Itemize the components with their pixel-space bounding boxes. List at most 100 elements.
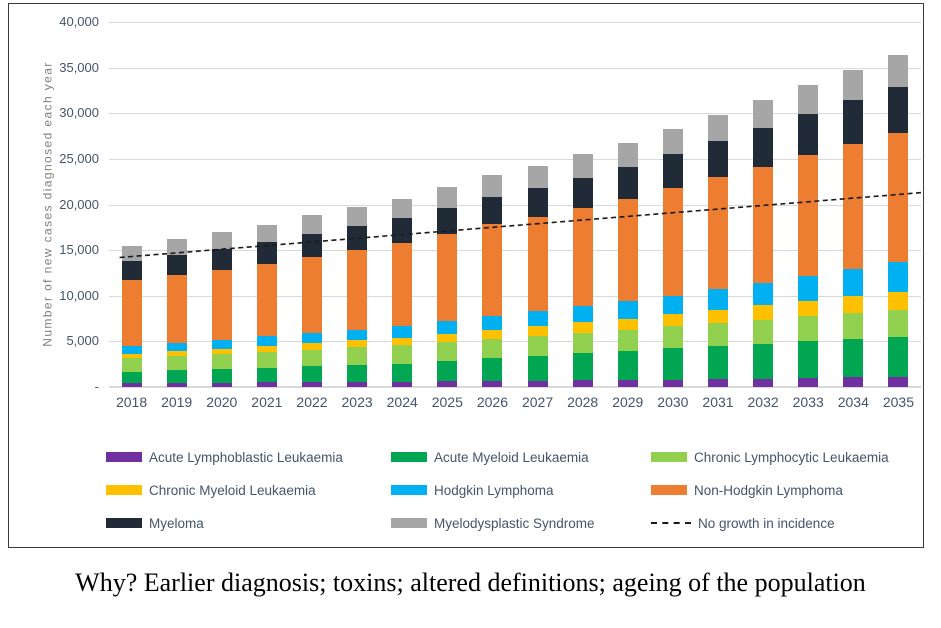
bar-segment <box>798 275 819 301</box>
legend-item: Chronic Myeloid Leukaemia <box>106 481 316 499</box>
x-tick-label: 2025 <box>431 394 463 410</box>
bar-segment <box>753 319 774 344</box>
bar-segment <box>527 311 548 327</box>
bar-segment <box>708 345 728 380</box>
legend-item: Myeloma <box>106 514 204 532</box>
bar-segment <box>121 280 142 346</box>
legend-color-swatch <box>651 485 687 495</box>
bar-segment <box>437 321 458 335</box>
bar-segment <box>347 381 368 387</box>
bar-segment <box>166 355 187 371</box>
bar-segment <box>482 175 503 197</box>
bar-segment <box>392 363 413 382</box>
gridline <box>109 158 921 160</box>
bar-segment <box>121 358 142 372</box>
gridline <box>109 341 921 343</box>
bar-segment <box>572 332 593 354</box>
bar-segment <box>347 347 368 365</box>
bar-segment <box>302 343 322 350</box>
bar-segment <box>121 371 142 384</box>
bar-segment <box>708 379 728 387</box>
bar-segment <box>211 339 232 349</box>
bar-segment <box>256 242 277 265</box>
bar-segment <box>753 305 774 320</box>
bar-segment <box>211 369 232 383</box>
bar-segment <box>888 262 909 292</box>
bar-segment <box>753 127 774 167</box>
bar-segment <box>121 261 142 281</box>
bar-segment <box>392 218 413 243</box>
gridline <box>109 113 921 115</box>
bar-segment <box>798 377 819 387</box>
bar-segment <box>437 361 458 382</box>
bar-segment <box>617 167 638 200</box>
bar-segment <box>347 207 368 227</box>
x-tick-label: 2033 <box>792 394 824 410</box>
bar-segment <box>572 306 593 323</box>
bar-segment <box>708 309 728 324</box>
x-tick-label: 2024 <box>386 394 418 410</box>
bar-segment <box>347 340 368 348</box>
legend-color-swatch <box>106 485 142 495</box>
bar-segment <box>347 329 368 341</box>
x-tick-label: 2019 <box>161 394 193 410</box>
legend-color-swatch <box>391 485 427 495</box>
bar-segment <box>211 269 232 340</box>
legend-color-swatch <box>391 518 427 528</box>
bar-segment <box>347 250 368 330</box>
bar-segment <box>888 133 909 262</box>
bar-segment <box>572 380 593 387</box>
legend-item: Acute Myeloid Leukaemia <box>391 448 589 466</box>
x-tick-label: 2027 <box>521 394 554 410</box>
legend-item: Acute Lymphoblastic Leukaemia <box>106 448 343 466</box>
bar-segment <box>843 100 864 145</box>
bar-segment <box>482 224 503 316</box>
bar-segment <box>166 350 187 356</box>
y-tick-label: 10,000 <box>59 287 99 303</box>
y-tick-label: 15,000 <box>59 242 99 258</box>
y-tick-label: 30,000 <box>59 105 99 121</box>
bar-segment <box>166 275 187 343</box>
bar-segment <box>662 348 683 380</box>
bar-segment <box>527 326 548 336</box>
bar-segment <box>888 86 909 134</box>
legend-item: No growth in incidence <box>651 514 835 532</box>
bar-segment <box>211 348 232 355</box>
gridline <box>109 295 921 297</box>
bar-segment <box>211 382 232 387</box>
bar-segment <box>753 282 774 306</box>
bar-segment <box>392 338 413 346</box>
bar-segment <box>347 364 368 382</box>
bar-segment <box>843 377 864 387</box>
bar-segment <box>843 339 864 378</box>
bar-segment <box>798 85 819 115</box>
legend-label: Chronic Myeloid Leukaemia <box>149 482 316 498</box>
bar-segment <box>572 208 593 307</box>
x-tick-label: 2031 <box>702 394 734 410</box>
bar-segment <box>662 296 683 315</box>
bar-segment <box>798 155 819 276</box>
bar-segment <box>211 248 232 270</box>
bar-segment <box>482 338 503 359</box>
bar-segment <box>888 309 909 337</box>
bar-segment <box>527 356 548 381</box>
legend-item: Non-Hodgkin Lymphoma <box>651 481 843 499</box>
bar-segment <box>211 231 232 249</box>
x-tick-label: 2034 <box>837 394 869 410</box>
y-tick-label: - <box>94 379 99 394</box>
legend-color-swatch <box>651 452 687 462</box>
bar-segment <box>392 198 413 219</box>
caption-text: Why? Earlier diagnosis; toxins; altered … <box>75 568 866 597</box>
bar-segment <box>527 335 548 356</box>
bar-segment <box>843 144 864 269</box>
bar-segment <box>437 381 458 387</box>
bar-segment <box>617 380 638 387</box>
bar-segment <box>302 381 322 387</box>
bar-segment <box>662 154 683 188</box>
bar-segment <box>256 367 277 383</box>
bar-segment <box>166 255 187 276</box>
x-axis-line <box>109 386 921 388</box>
gridline <box>109 22 921 23</box>
bar-segment <box>482 196 503 225</box>
bar-segment <box>437 342 458 361</box>
